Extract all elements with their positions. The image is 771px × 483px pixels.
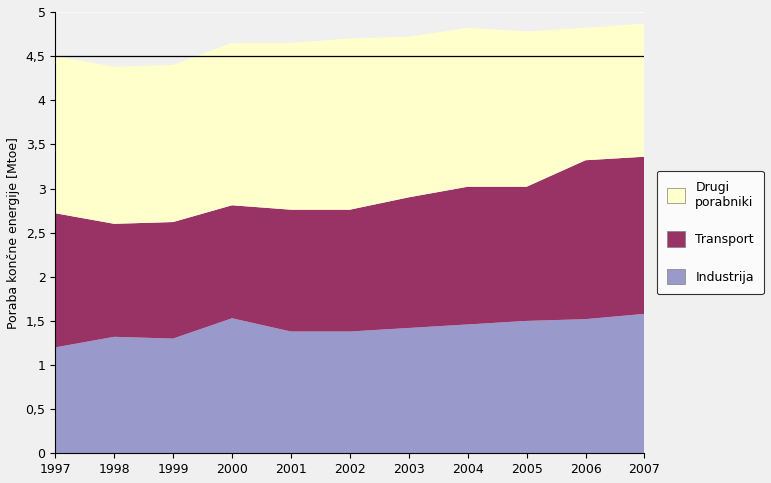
Legend: Drugi
porabniki, Transport, Industrija: Drugi porabniki, Transport, Industrija [657, 171, 764, 295]
Y-axis label: Poraba končne energije [Mtoe]: Poraba končne energije [Mtoe] [7, 137, 20, 328]
